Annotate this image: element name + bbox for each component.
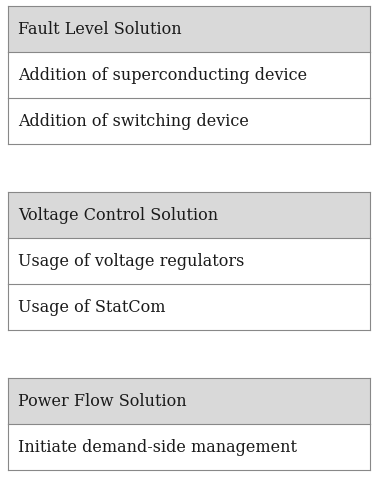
Text: Power Flow Solution: Power Flow Solution [18, 393, 187, 410]
Text: Usage of StatCom: Usage of StatCom [18, 298, 166, 316]
Bar [8, 192, 370, 238]
Text: Usage of voltage regulators: Usage of voltage regulators [18, 252, 244, 270]
Text: Initiate demand-side management: Initiate demand-side management [18, 439, 297, 455]
Text: Addition of switching device: Addition of switching device [18, 113, 249, 129]
Bar [8, 378, 370, 424]
Text: Fault Level Solution: Fault Level Solution [18, 20, 181, 38]
Text: Voltage Control Solution: Voltage Control Solution [18, 206, 218, 223]
Bar [8, 6, 370, 52]
Text: Addition of superconducting device: Addition of superconducting device [18, 67, 307, 83]
